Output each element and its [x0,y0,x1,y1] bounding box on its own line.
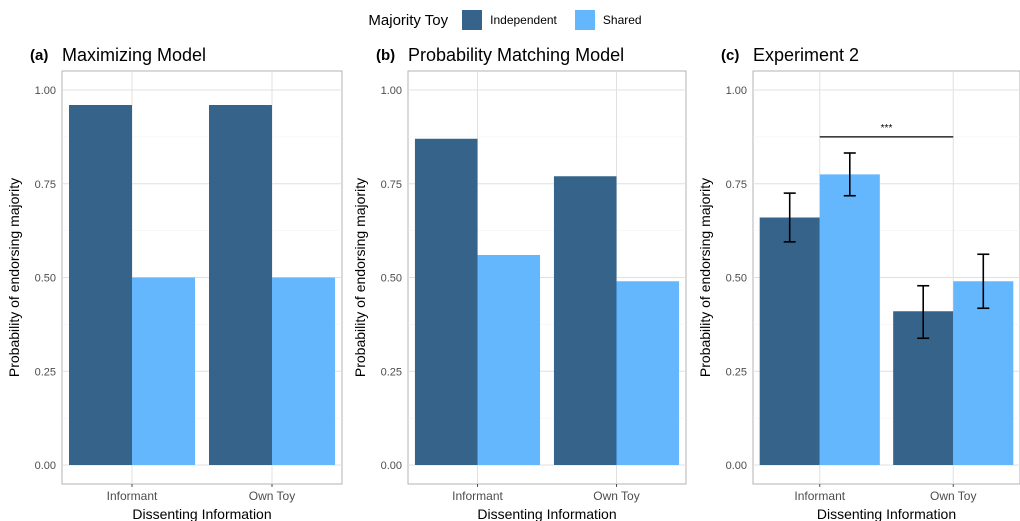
bar-shared-1 [953,281,1014,465]
bar-independent-1 [553,176,617,465]
x-axis-title: Dissenting Information [817,506,956,521]
y-axis-title: Probability of endorsing majority [352,178,368,377]
x-tick-label: Informant [107,489,158,503]
y-tick-label: 0.00 [726,460,747,472]
y-tick-label: 0.00 [381,460,402,472]
y-tick-label: 0.00 [35,460,56,472]
panel-2: *** 0.00 0.25 0.50 0.75 1.00 Informant Own Toy D… [697,45,1020,521]
panel-0: 0.00 0.25 0.50 0.75 1.00 Informant Own Toy Diss… [6,45,343,521]
y-axis-title: Probability of endorsing majority [697,178,713,377]
y-axis-title: Probability of endorsing majority [6,178,22,377]
bar-shared-0 [819,174,880,465]
y-tick-label: 0.50 [381,273,402,285]
panel-title: Experiment 2 [753,45,859,65]
y-tick-label: 0.50 [726,273,747,285]
panel-tag: (a) [30,47,48,64]
y-tick-label: 0.75 [381,179,402,191]
panel-1: 0.00 0.25 0.50 0.75 1.00 Informant Own Toy Diss… [352,45,687,521]
legend-label-independent: Independent [490,13,557,27]
bar-shared-1 [616,281,680,465]
y-tick-label: 1.00 [726,85,747,97]
x-tick-label: Own Toy [249,489,295,503]
y-tick-label: 1.00 [381,85,402,97]
bar-independent-1 [209,105,272,465]
y-tick-label: 0.75 [726,179,747,191]
bar-shared-0 [477,255,541,465]
legend-label-shared: Shared [602,13,642,27]
significance-label: *** [881,123,893,134]
legend-swatch-independent [462,10,483,30]
panel-tag: (c) [721,47,739,64]
x-tick-label: Own Toy [593,489,639,503]
bar-shared-1 [272,277,335,465]
panel-tag: (b) [376,47,395,64]
bar-independent-0 [759,217,820,465]
x-tick-label: Informant [452,489,503,503]
legend-title: Majority Toy [368,11,449,29]
legend-swatch-shared [574,10,595,30]
panel-title: Probability Matching Model [408,45,624,65]
x-tick-label: Informant [794,489,845,503]
x-axis-title: Dissenting Information [477,506,616,521]
bar-independent-0 [69,105,132,465]
bar-independent-0 [414,138,478,465]
x-axis-title: Dissenting Information [132,506,271,521]
y-tick-label: 0.25 [35,366,56,378]
legend: Majority Toy Independent Shared [0,6,1020,34]
y-tick-label: 0.25 [726,366,747,378]
x-tick-label: Own Toy [930,489,976,503]
y-tick-label: 0.25 [381,366,402,378]
y-tick-label: 1.00 [35,85,56,97]
panel-title: Maximizing Model [62,45,206,65]
bar-shared-0 [132,277,195,465]
y-tick-label: 0.75 [35,179,56,191]
y-tick-label: 0.50 [35,273,56,285]
